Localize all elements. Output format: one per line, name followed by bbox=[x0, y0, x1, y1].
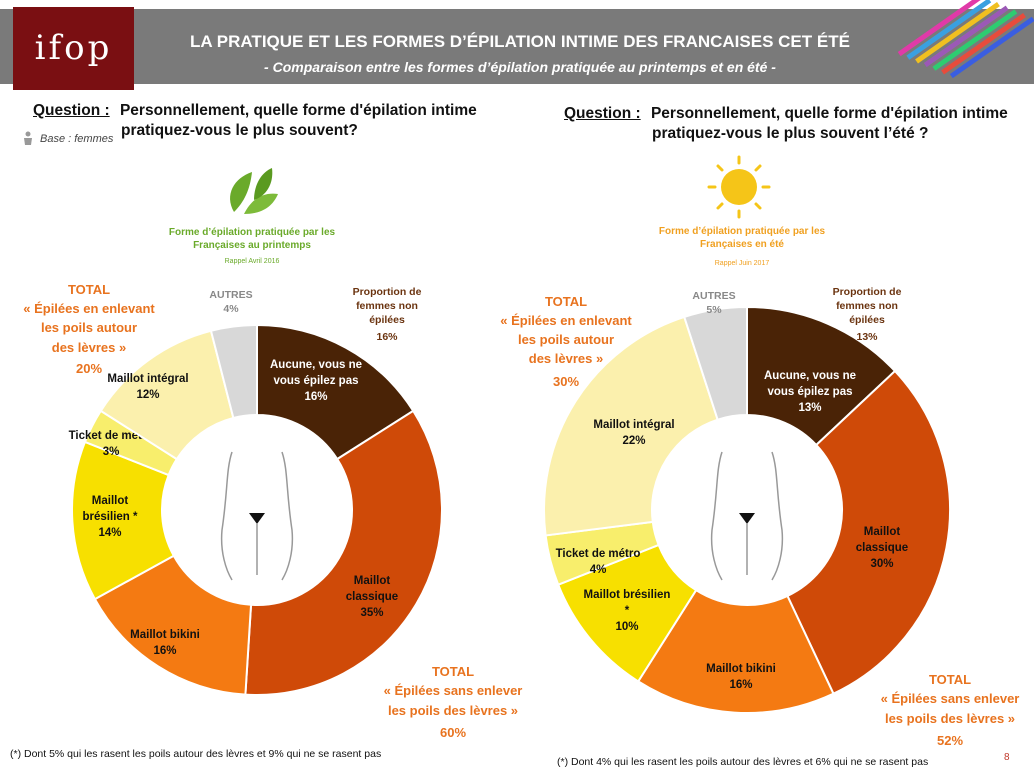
slice-value-label: 16% bbox=[304, 391, 327, 403]
recall-left: Rappel Avril 2016 bbox=[225, 258, 280, 265]
total-levres-left-0: TOTAL bbox=[68, 282, 110, 297]
donut-slice-2 bbox=[636, 588, 835, 714]
proportion-left-2: épilées bbox=[369, 314, 405, 326]
slice-category-label: vous épilez pas bbox=[767, 386, 852, 398]
question-line1: Personnellement, quelle forme d'épilatio… bbox=[119, 102, 477, 119]
slice-value-label: 14% bbox=[98, 527, 121, 539]
slice-value-label: 12% bbox=[136, 389, 159, 401]
autres-left-value: 4% bbox=[223, 303, 239, 315]
proportion-left-1: femmes non bbox=[356, 300, 418, 312]
body-silhouette-icon bbox=[220, 451, 784, 581]
donut-slice-1 bbox=[786, 369, 951, 696]
question-line2: pratiquez-vous le plus souvent? bbox=[121, 122, 358, 139]
slice-category-label: Ticket de métro bbox=[556, 548, 641, 560]
autres-right-label: AUTRES bbox=[692, 290, 735, 302]
sun-icon bbox=[707, 155, 771, 219]
proportion-left-3: 16% bbox=[376, 331, 398, 343]
slice-category-label: Maillot intégral bbox=[107, 373, 188, 385]
slice-category-label: brésilien * bbox=[83, 511, 138, 523]
slice-category-label: Maillot brésilien bbox=[584, 589, 671, 601]
leaf-icon bbox=[230, 168, 278, 214]
donut-slice-6 bbox=[209, 323, 258, 420]
caption-left-2: Françaises au printemps bbox=[193, 240, 311, 251]
total-sans-right-2: les poils des lèvres » bbox=[885, 711, 1015, 726]
page-subtitle: - Comparaison entre les formes d’épilati… bbox=[264, 59, 776, 75]
total-levres-right-1: « Épilées en enlevant bbox=[500, 313, 632, 328]
caption-right-2: Françaises en été bbox=[700, 239, 784, 250]
slice-category-label: Aucune, vous ne bbox=[764, 370, 856, 382]
header-bar: LA PRATIQUE ET LES FORMES D’ÉPILATION IN… bbox=[0, 9, 1034, 84]
slice-value-label: 22% bbox=[622, 435, 645, 447]
autres-left-label: AUTRES bbox=[209, 289, 252, 301]
donut-slice-2 bbox=[93, 554, 253, 696]
slice-value-label: 13% bbox=[798, 402, 821, 414]
caption-left-1: Forme d’épilation pratiquée par les bbox=[169, 227, 336, 238]
base-note: Base : femmes bbox=[40, 133, 114, 145]
total-sans-left-2: les poils des lèvres » bbox=[388, 703, 518, 718]
slice-category-label: Maillot bbox=[864, 526, 901, 538]
slice-category-label: Maillot bikini bbox=[130, 629, 200, 641]
question-label: Question : bbox=[564, 105, 641, 122]
color-stripes-logo bbox=[897, 0, 1034, 79]
bikini-triangle-icon bbox=[249, 513, 755, 524]
proportion-right-2: épilées bbox=[849, 314, 885, 326]
question-label: Question : bbox=[33, 102, 110, 119]
slice-value-label: 3% bbox=[103, 446, 120, 458]
question-left: Question : Personnellement, quelle forme… bbox=[33, 101, 477, 141]
proportion-right-3: 13% bbox=[856, 331, 878, 343]
total-levres-left-1: « Épilées en enlevant bbox=[23, 301, 155, 316]
page-number: 8 bbox=[1004, 752, 1010, 763]
donut-slice-1 bbox=[244, 409, 443, 696]
slice-category-label: Maillot bbox=[92, 495, 129, 507]
slice-value-label: 16% bbox=[729, 679, 752, 691]
total-levres-left-3: des lèvres » bbox=[52, 340, 126, 355]
slice-category-label: vous épilez pas bbox=[273, 375, 358, 387]
footnote-right: (*) Dont 4% qui les rasent les poils aut… bbox=[557, 756, 929, 768]
question-right: Question : Personnellement, quelle forme… bbox=[564, 104, 1008, 144]
donut-slice-0 bbox=[256, 323, 415, 461]
slice-category-label: Aucune, vous ne bbox=[270, 359, 362, 371]
total-sans-left-1: « Épilées sans enlever bbox=[384, 683, 523, 698]
proportion-right-0: Proportion de bbox=[833, 286, 902, 298]
slice-category-label: Maillot bbox=[354, 575, 391, 587]
total-levres-left-2: les poils autour bbox=[41, 320, 137, 335]
total-sans-right-3: 52% bbox=[937, 733, 963, 748]
question-line1: Personnellement, quelle forme d'épilatio… bbox=[650, 105, 1008, 122]
autres-right-value: 5% bbox=[706, 304, 722, 316]
slice-value-label: 10% bbox=[615, 621, 638, 633]
slice-category-label: * bbox=[625, 605, 630, 617]
recall-right: Rappel Juin 2017 bbox=[715, 260, 770, 267]
slice-category-label: classique bbox=[856, 542, 908, 554]
total-sans-left-0: TOTAL bbox=[432, 664, 474, 679]
donut-slice-5 bbox=[543, 315, 719, 537]
slice-category-label: Maillot bikini bbox=[706, 663, 776, 675]
slice-category-label: classique bbox=[346, 591, 398, 603]
slice-value-label: 30% bbox=[870, 558, 893, 570]
slice-value-label: 35% bbox=[360, 607, 383, 619]
total-levres-right-4: 30% bbox=[553, 374, 579, 389]
total-levres-right-0: TOTAL bbox=[545, 294, 587, 309]
caption-right-1: Forme d’épilation pratiquée par les bbox=[659, 226, 826, 237]
slice-value-label: 4% bbox=[590, 564, 607, 576]
woman-icon bbox=[24, 131, 32, 145]
total-levres-right-3: des lèvres » bbox=[529, 351, 603, 366]
total-levres-right-2: les poils autour bbox=[518, 332, 614, 347]
total-levres-left-4: 20% bbox=[76, 361, 102, 376]
footnote-left: (*) Dont 5% qui les rasent les poils aut… bbox=[10, 748, 382, 760]
page-title: LA PRATIQUE ET LES FORMES D’ÉPILATION IN… bbox=[190, 32, 850, 51]
donut-chart-spring: Aucune, vous ne vous épilez pas 16% Maillot… bbox=[69, 323, 443, 696]
total-sans-left-3: 60% bbox=[440, 725, 466, 740]
proportion-left-0: Proportion de bbox=[353, 286, 422, 298]
total-sans-right-1: « Épilées sans enlever bbox=[881, 691, 1020, 706]
donut-slice-6 bbox=[683, 305, 748, 421]
proportion-right-1: femmes non bbox=[836, 300, 898, 312]
slice-category-label: Ticket de métro bbox=[69, 430, 154, 442]
slice-category-label: Maillot intégral bbox=[593, 419, 674, 431]
ifop-logo: ifop bbox=[13, 7, 134, 90]
slice-value-label: 16% bbox=[153, 645, 176, 657]
donut-chart-summer: Aucune, vous ne vous épilez pas 13% Maillot… bbox=[543, 305, 951, 714]
question-line2: pratiquez-vous le plus souvent l’été ? bbox=[652, 125, 929, 142]
total-sans-right-0: TOTAL bbox=[929, 672, 971, 687]
